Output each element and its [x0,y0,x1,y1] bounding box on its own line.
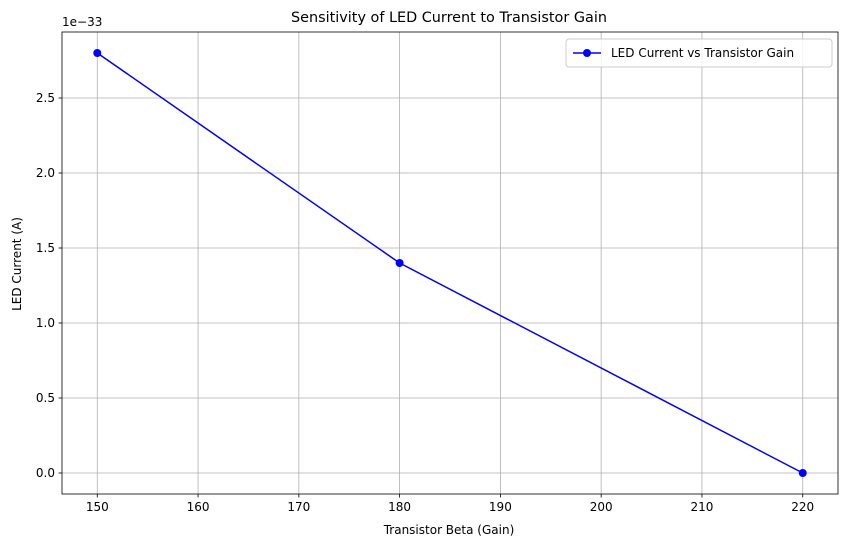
x-tick-label: 150 [86,500,109,514]
x-tick-label: 200 [590,500,613,514]
data-point [395,259,404,267]
y-axis: 0.0 0.5 1.0 1.5 2.0 2.5 [36,91,62,480]
y-tick-label: 1.5 [36,241,55,255]
plot-area [62,32,838,494]
y-axis-label: LED Current (A) [10,217,24,311]
plot-frame [61,31,839,495]
y-tick-label: 0.5 [36,391,55,405]
x-tick-label: 190 [489,500,512,514]
x-tick-label: 210 [690,500,713,514]
y-offset-label: 1e−33 [62,15,102,29]
data-point [798,469,807,477]
x-tick-label: 180 [388,500,411,514]
series-layer [93,49,807,477]
y-tick-label: 2.5 [36,91,55,105]
x-tick-label: 170 [287,500,310,514]
x-axis: 150 160 170 180 190 200 210 220 [86,494,814,514]
legend-label: LED Current vs Transistor Gain [611,46,794,60]
x-tick-label: 160 [187,500,210,514]
legend-box [565,38,833,68]
chart-title: Sensitivity of LED Current to Transistor… [291,10,607,26]
data-point [93,49,102,57]
y-tick-label: 1.0 [36,316,55,330]
legend-marker-swatch [583,49,591,57]
y-tick-label: 0.0 [36,466,55,480]
grid-lines [62,32,838,494]
x-axis-label: Transistor Beta (Gain) [383,523,515,537]
legend: LED Current vs Transistor Gain [565,38,833,68]
y-tick-label: 2.0 [36,166,55,180]
x-tick-label: 220 [791,500,814,514]
